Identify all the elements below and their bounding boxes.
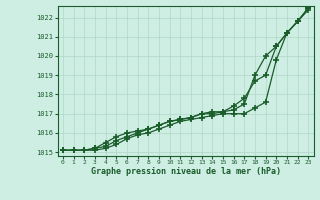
X-axis label: Graphe pression niveau de la mer (hPa): Graphe pression niveau de la mer (hPa) (91, 167, 281, 176)
